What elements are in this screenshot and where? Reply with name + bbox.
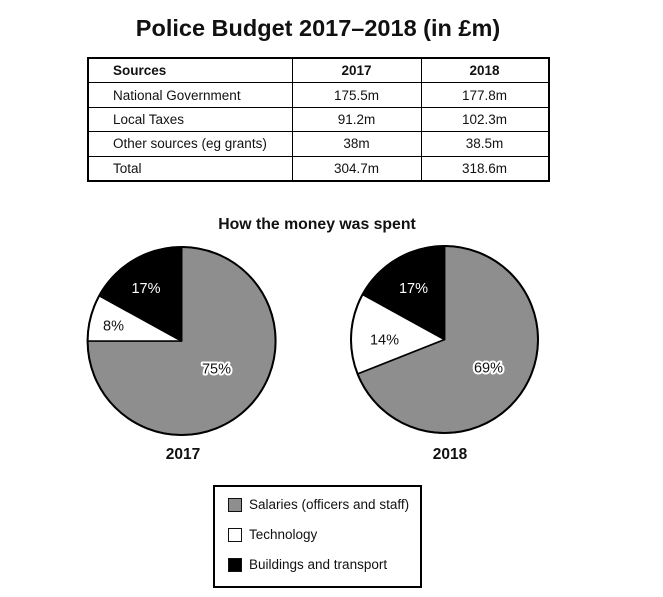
svg-text:17%: 17%	[399, 281, 428, 297]
svg-text:75%: 75%	[202, 362, 231, 378]
svg-text:17%: 17%	[131, 281, 160, 297]
svg-text:8%: 8%	[103, 319, 124, 335]
svg-text:14%: 14%	[370, 333, 399, 349]
svg-text:69%: 69%	[474, 361, 503, 377]
